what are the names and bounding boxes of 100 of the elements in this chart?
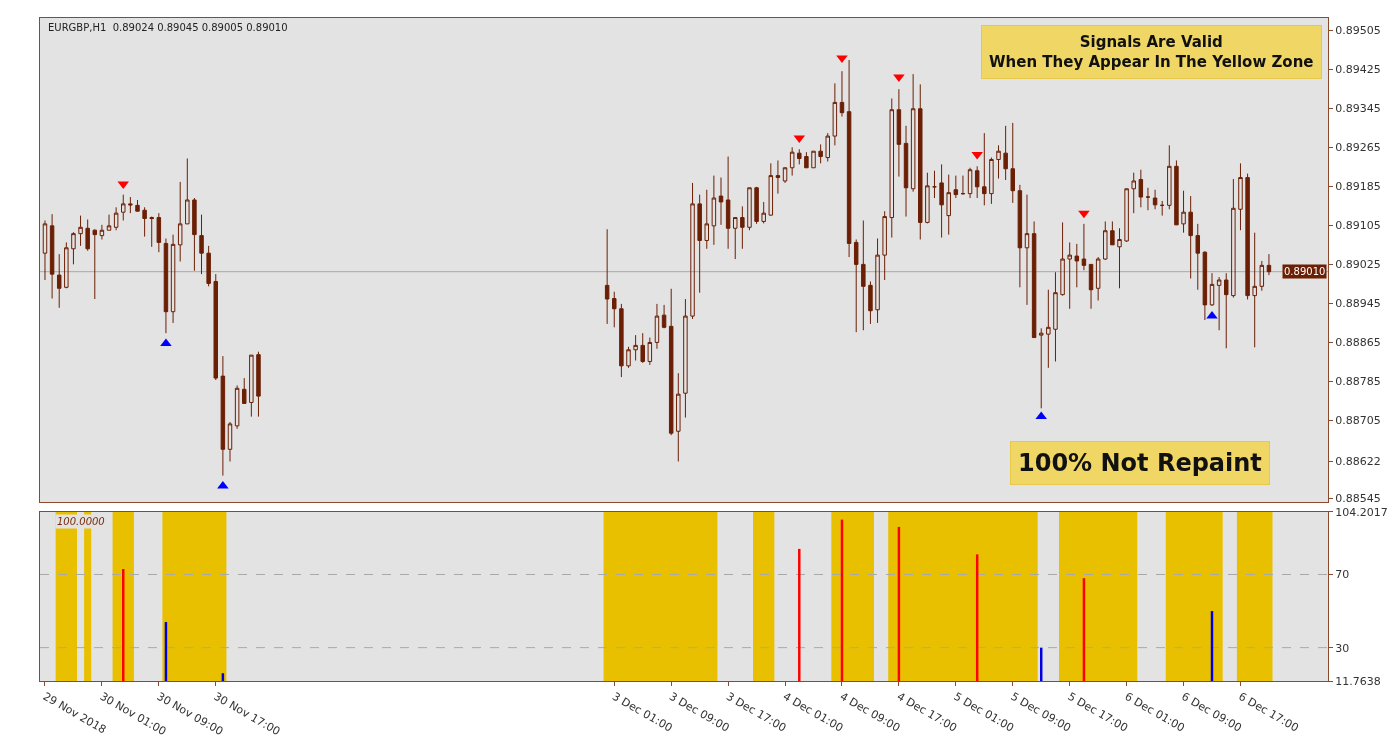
candlestick	[1238, 162, 1243, 231]
candlestick	[1060, 221, 1065, 297]
candlestick	[1024, 194, 1030, 306]
y-tick-label: 30	[1335, 641, 1350, 655]
candlestick	[932, 170, 937, 199]
candlestick	[996, 144, 1001, 180]
candlestick	[939, 163, 944, 239]
candlestick	[832, 82, 838, 146]
candlestick	[1145, 187, 1151, 211]
candlestick	[960, 175, 966, 196]
candlestick	[626, 346, 631, 369]
candlestick	[818, 143, 823, 164]
candlestick	[1159, 200, 1165, 217]
candlestick	[982, 132, 987, 206]
candlestick	[732, 217, 738, 260]
y-tick-label: 0.88785	[1335, 375, 1381, 389]
candlestick	[619, 303, 624, 378]
candlestick	[1224, 272, 1229, 349]
candlestick	[896, 88, 902, 178]
candlestick	[85, 219, 90, 252]
candlestick	[754, 186, 759, 225]
candlestick	[113, 206, 119, 231]
candlestick	[42, 219, 48, 281]
candlestick	[889, 98, 895, 239]
ref-line-label: 0.89010	[1284, 266, 1326, 277]
candlestick	[1152, 189, 1158, 210]
candlestick	[868, 280, 873, 325]
y-tick-label: 0.89185	[1335, 180, 1381, 194]
candlestick	[249, 354, 254, 418]
candlestick	[775, 159, 781, 195]
candlestick	[1231, 178, 1236, 299]
annotation: 100.0000	[57, 516, 105, 527]
y-tick-label: 0.89265	[1335, 141, 1381, 155]
candlestick	[1110, 220, 1115, 246]
candlestick	[99, 224, 105, 240]
candlestick	[1188, 195, 1193, 280]
candlestick	[199, 214, 204, 275]
candlestick	[704, 189, 710, 250]
candlestick	[1017, 184, 1023, 288]
candlestick	[156, 212, 162, 253]
annotation: Signals Are Valid When They Appear In The Yellow Zone	[989, 33, 1314, 71]
candlestick	[1131, 172, 1136, 214]
candlestick	[1202, 250, 1208, 321]
candlestick	[1252, 232, 1257, 348]
candlestick	[149, 216, 154, 248]
candlestick	[1038, 327, 1044, 409]
candlestick	[903, 125, 909, 218]
candlestick	[690, 182, 695, 320]
candlestick	[256, 351, 261, 418]
candlestick	[1195, 223, 1201, 291]
candlestick	[1181, 190, 1186, 234]
candlestick	[1167, 144, 1172, 210]
candlestick	[1088, 263, 1094, 310]
y-tick-label: 0.89425	[1335, 63, 1381, 77]
candlestick	[683, 298, 688, 419]
candlestick	[612, 291, 617, 328]
candlestick	[234, 384, 240, 430]
candlestick	[725, 156, 731, 250]
candlestick	[1003, 125, 1008, 181]
y-tick-label: 0.88945	[1335, 297, 1381, 311]
chart-title: EURGBP,H1 0.89024 0.89045 0.89005 0.89010	[48, 22, 288, 33]
candlestick	[782, 166, 788, 184]
y-tick-label: 0.89025	[1335, 258, 1381, 272]
candlestick	[839, 70, 845, 118]
candlestick	[882, 210, 887, 281]
candlestick	[1245, 173, 1250, 301]
candlestick	[718, 177, 724, 226]
candlestick	[804, 151, 809, 169]
candlestick	[1266, 253, 1272, 276]
y-tick-label: 11.7638	[1335, 674, 1381, 688]
candlestick	[974, 165, 980, 199]
candlestick	[1209, 272, 1215, 307]
candlestick	[697, 194, 702, 294]
candlestick	[1046, 289, 1051, 369]
y-tick-label: 0.89105	[1335, 219, 1381, 233]
candlestick	[654, 303, 660, 350]
candlestick	[220, 355, 226, 477]
candlestick	[142, 206, 147, 238]
candlestick	[121, 194, 126, 221]
candlestick	[1010, 122, 1015, 204]
candlestick	[711, 175, 717, 246]
y-tick-label: 70	[1335, 568, 1350, 582]
candlestick	[853, 239, 859, 333]
candlestick	[640, 332, 645, 364]
candlestick	[1216, 276, 1222, 331]
candlestick	[1174, 159, 1179, 226]
candlestick	[1259, 260, 1265, 292]
candlestick	[967, 167, 973, 199]
candlestick	[604, 228, 610, 325]
candlestick	[797, 148, 802, 165]
candlestick	[206, 245, 211, 287]
candlestick	[56, 253, 62, 309]
candlestick	[1103, 220, 1108, 261]
candlestick	[106, 214, 112, 231]
candlestick	[64, 241, 69, 289]
candlestick	[747, 187, 752, 231]
candlestick	[163, 238, 169, 334]
candlestick	[1138, 169, 1144, 208]
candlestick	[1117, 227, 1122, 289]
candlestick	[1074, 243, 1080, 288]
